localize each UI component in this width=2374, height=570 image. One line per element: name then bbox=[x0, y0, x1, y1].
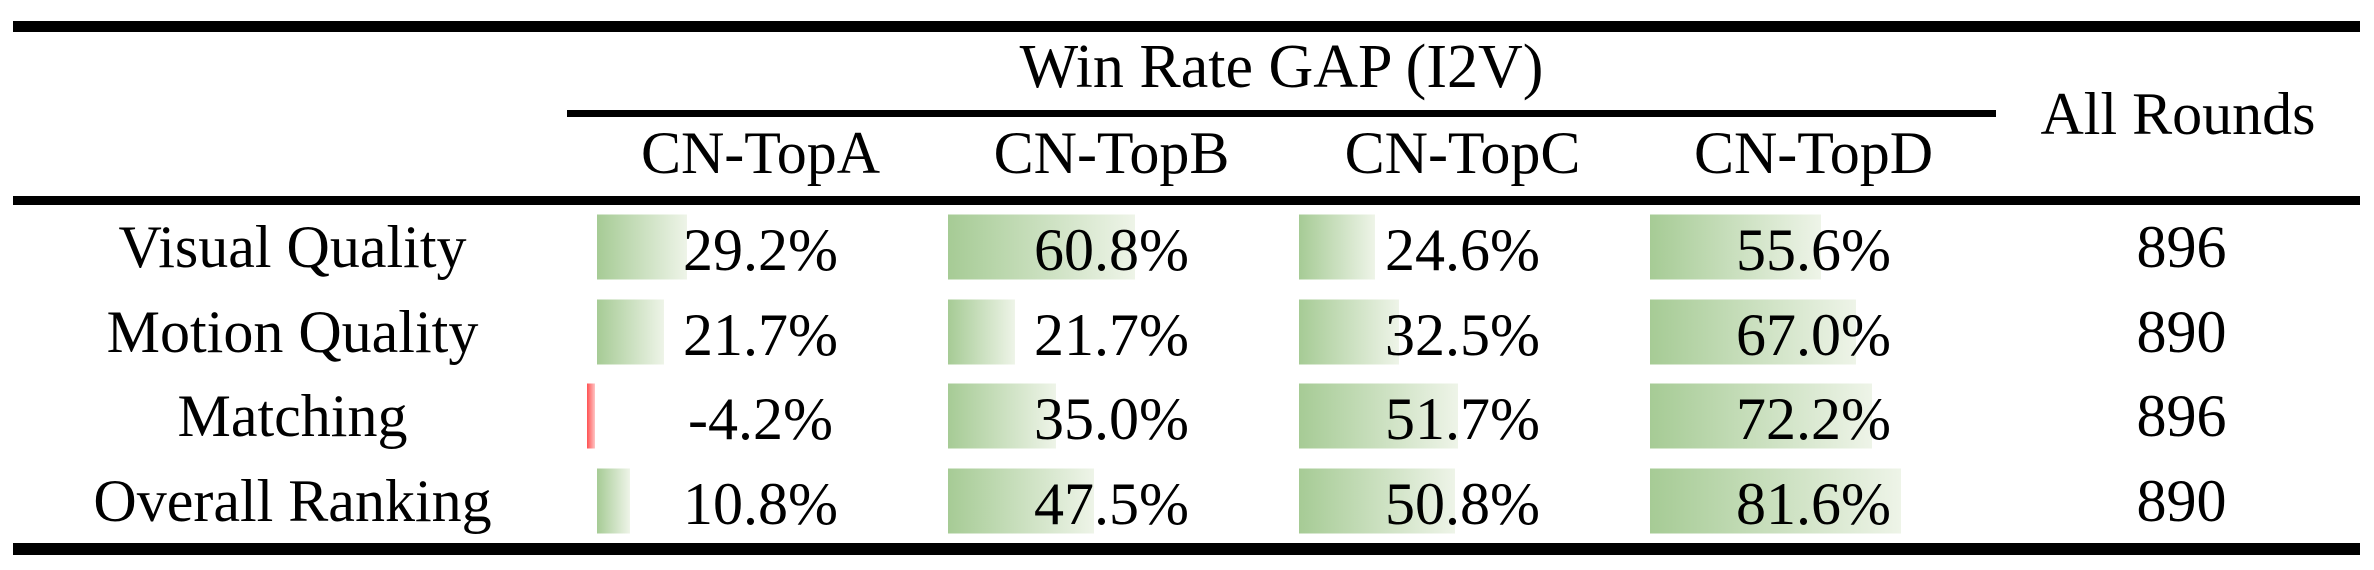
win-rate-value: 35.0% bbox=[1034, 386, 1189, 453]
win-rate-value: 81.6% bbox=[1736, 470, 1891, 537]
data-cell: 21.7% bbox=[585, 290, 936, 375]
win-rate-bar bbox=[1650, 383, 1872, 449]
column-headers: CN-TopA CN-TopB CN-TopC CN-TopD bbox=[585, 113, 1989, 193]
win-rate-bar bbox=[948, 214, 1135, 280]
win-rate-value: 60.8% bbox=[1034, 217, 1189, 284]
table-bottom-rule bbox=[13, 543, 2360, 555]
win-rate-bar bbox=[948, 299, 1015, 365]
win-rate-bar bbox=[587, 383, 595, 449]
row-label: Visual Quality bbox=[118, 214, 467, 281]
win-rate-value: 10.8% bbox=[683, 470, 838, 537]
column-header-cn-topd: CN-TopD bbox=[1693, 120, 1934, 186]
win-rate-value: -4.2% bbox=[688, 386, 833, 453]
win-rate-bar bbox=[1299, 468, 1455, 534]
row-label: Matching bbox=[177, 383, 408, 450]
column-header-cn-topc: CN-TopC bbox=[1344, 120, 1581, 186]
win-rate-value: 51.7% bbox=[1385, 386, 1540, 453]
data-cell: 81.6% bbox=[1638, 459, 1989, 544]
data-cell: 29.2% bbox=[585, 205, 936, 290]
data-cell: 32.5% bbox=[1287, 290, 1638, 375]
win-rate-bar bbox=[597, 299, 664, 365]
win-rate-value: 55.6% bbox=[1736, 217, 1891, 284]
win-rate-bar bbox=[597, 468, 630, 534]
data-cell: 50.8% bbox=[1287, 459, 1638, 544]
win-rate-value: 72.2% bbox=[1736, 386, 1891, 453]
table-top-rule bbox=[13, 21, 2360, 32]
table-row-overall-ranking: Overall Ranking 10.8% 47.5% 50.8% 81.6% … bbox=[0, 459, 2374, 544]
win-rate-value: 21.7% bbox=[683, 301, 838, 368]
rounds-value: 896 bbox=[2136, 214, 2227, 281]
win-rate-bar bbox=[1650, 299, 1856, 365]
win-rate-bar bbox=[1299, 299, 1399, 365]
win-rate-value: 32.5% bbox=[1385, 301, 1540, 368]
table-row-visual-quality: Visual Quality 29.2% 60.8% 24.6% 55.6% 8… bbox=[0, 205, 2374, 290]
win-rate-value: 29.2% bbox=[683, 217, 838, 284]
column-header-cn-topa: CN-TopA bbox=[640, 120, 881, 186]
win-rate-value: 21.7% bbox=[1034, 301, 1189, 368]
rounds-value: 890 bbox=[2136, 467, 2227, 534]
win-rate-value: 50.8% bbox=[1385, 470, 1540, 537]
win-rate-bar bbox=[1650, 214, 1821, 280]
data-cell: 21.7% bbox=[936, 290, 1287, 375]
win-rate-bar bbox=[597, 214, 687, 280]
win-rate-value: 47.5% bbox=[1034, 470, 1189, 537]
column-header-cn-topb: CN-TopB bbox=[993, 120, 1230, 186]
row-label: Motion Quality bbox=[106, 298, 479, 365]
row-label: Overall Ranking bbox=[93, 467, 492, 534]
win-rate-value: 24.6% bbox=[1385, 217, 1540, 284]
data-cell: 10.8% bbox=[585, 459, 936, 544]
win-rate-bar bbox=[1299, 383, 1458, 449]
data-cell: 60.8% bbox=[936, 205, 1287, 290]
header-body-rule bbox=[13, 196, 2360, 205]
win-rate-bar bbox=[948, 383, 1056, 449]
table-title: Win Rate GAP (I2V) bbox=[1019, 33, 1544, 101]
data-cell: -4.2% bbox=[585, 374, 936, 459]
data-cell: 51.7% bbox=[1287, 374, 1638, 459]
data-cell: 55.6% bbox=[1638, 205, 1989, 290]
table-row-matching: Matching -4.2% 35.0% 51.7% 72.2% 896 bbox=[0, 374, 2374, 459]
all-rounds-header: All Rounds bbox=[2040, 81, 2316, 147]
win-rate-bar bbox=[948, 468, 1094, 534]
data-cell: 24.6% bbox=[1287, 205, 1638, 290]
win-rate-bar bbox=[1299, 214, 1375, 280]
data-cell: 47.5% bbox=[936, 459, 1287, 544]
data-cell: 72.2% bbox=[1638, 374, 1989, 459]
win-rate-bar bbox=[1650, 468, 1901, 534]
table-body: Visual Quality 29.2% 60.8% 24.6% 55.6% 8… bbox=[0, 205, 2374, 543]
data-cell: 67.0% bbox=[1638, 290, 1989, 375]
column-group-rule bbox=[567, 110, 1996, 117]
win-rate-value: 67.0% bbox=[1736, 301, 1891, 368]
rounds-value: 896 bbox=[2136, 383, 2227, 450]
data-cell: 35.0% bbox=[936, 374, 1287, 459]
table-row-motion-quality: Motion Quality 21.7% 21.7% 32.5% 67.0% 8… bbox=[0, 290, 2374, 375]
rounds-value: 890 bbox=[2136, 298, 2227, 365]
